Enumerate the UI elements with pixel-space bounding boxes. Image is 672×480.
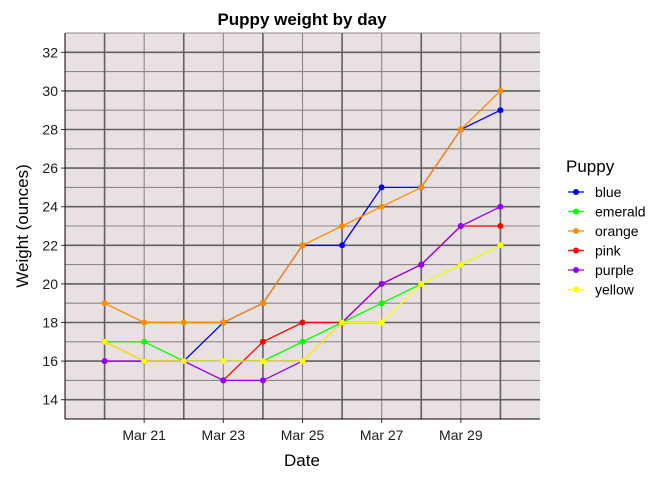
- legend-key-point: [573, 247, 579, 254]
- data-point: [101, 338, 108, 345]
- data-point: [141, 358, 148, 365]
- data-point: [497, 107, 504, 114]
- data-point: [259, 358, 266, 365]
- data-point: [299, 338, 306, 345]
- y-tick-label: 14: [42, 392, 58, 408]
- legend-key-point: [573, 228, 579, 234]
- data-point: [497, 87, 504, 94]
- legend-item-blue: blue: [568, 184, 622, 200]
- x-tick-label: Mar 29: [439, 427, 483, 443]
- x-tick-label: Mar 21: [122, 427, 166, 443]
- series-orange: [101, 87, 504, 326]
- data-point: [259, 377, 266, 384]
- data-point: [299, 358, 306, 365]
- legend-item-pink: pink: [568, 243, 622, 259]
- data-point: [457, 126, 464, 133]
- legend-label: emerald: [595, 204, 646, 220]
- y-tick-label: 32: [42, 44, 58, 60]
- legend: Puppy blue emerald orange pink purple yellow: [566, 157, 646, 298]
- chart-title: Puppy weight by day: [217, 10, 387, 29]
- y-tick-label: 18: [42, 315, 58, 331]
- y-axis-title: Weight (ounces): [13, 164, 32, 287]
- data-point: [101, 358, 108, 365]
- data-point: [180, 319, 187, 326]
- y-tick-label: 26: [42, 160, 58, 176]
- legend-label: pink: [595, 243, 622, 259]
- series-yellow: [101, 242, 504, 365]
- data-point: [378, 184, 385, 191]
- data-point: [220, 377, 227, 384]
- data-point: [457, 261, 464, 268]
- legend-label: blue: [595, 184, 622, 200]
- data-point: [101, 300, 108, 307]
- data-point: [339, 242, 346, 249]
- y-tick-label: 22: [42, 237, 58, 253]
- data-point: [418, 261, 425, 268]
- legend-item-orange: orange: [568, 223, 639, 239]
- data-point: [418, 184, 425, 191]
- x-tick-label: Mar 25: [281, 427, 325, 443]
- y-tick-label: 16: [42, 353, 58, 369]
- data-point: [497, 242, 504, 249]
- y-tick-label: 24: [42, 199, 58, 215]
- series-layer: [101, 87, 504, 384]
- legend-key-point: [573, 267, 579, 273]
- data-point: [378, 319, 385, 326]
- data-point: [378, 203, 385, 210]
- data-point: [497, 223, 504, 229]
- data-point: [299, 319, 306, 326]
- y-axis-ticks: 14 16 18 20 22 24 26 28 30 32: [42, 44, 65, 408]
- x-axis-title: Date: [284, 451, 320, 470]
- data-point: [378, 280, 385, 287]
- data-point: [220, 319, 227, 326]
- data-point: [339, 319, 346, 326]
- data-point: [339, 223, 346, 229]
- legend-label: orange: [595, 223, 639, 239]
- x-tick-label: Mar 27: [360, 427, 404, 443]
- legend-label: purple: [595, 262, 634, 278]
- x-axis-ticks: Mar 21 Mar 23 Mar 25 Mar 27 Mar 29: [122, 419, 483, 443]
- data-point: [457, 223, 464, 229]
- legend-key-point: [573, 286, 579, 293]
- legend-key-point: [573, 208, 579, 215]
- legend-label: yellow: [595, 282, 635, 298]
- legend-item-yellow: yellow: [568, 282, 635, 298]
- data-point: [141, 338, 148, 345]
- data-point: [141, 319, 148, 326]
- x-tick-label: Mar 23: [202, 427, 246, 443]
- data-point: [497, 203, 504, 210]
- data-point: [259, 300, 266, 307]
- data-point: [180, 358, 187, 365]
- data-point: [418, 280, 425, 287]
- y-tick-label: 28: [42, 122, 58, 138]
- data-point: [378, 300, 385, 307]
- y-tick-label: 30: [42, 83, 58, 99]
- y-tick-label: 20: [42, 276, 58, 292]
- data-point: [299, 242, 306, 249]
- data-point: [220, 358, 227, 365]
- legend-title: Puppy: [566, 157, 615, 176]
- data-point: [259, 338, 266, 345]
- legend-item-purple: purple: [568, 262, 634, 278]
- legend-item-emerald: emerald: [568, 204, 646, 220]
- legend-key-point: [573, 189, 579, 195]
